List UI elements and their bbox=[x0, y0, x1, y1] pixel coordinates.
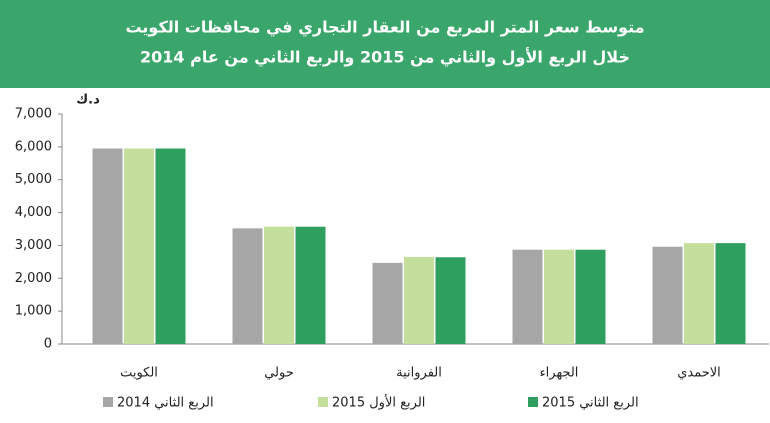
bar bbox=[404, 256, 434, 344]
legend-label: الربع الأول 2015 bbox=[332, 394, 425, 411]
chart-subtitle: خلال الربع الأول والثاني من 2015 والربع … bbox=[140, 48, 630, 68]
legend-label: الربع الثاني 2015 bbox=[542, 396, 639, 411]
legend-swatch bbox=[528, 397, 538, 407]
bar bbox=[124, 148, 154, 344]
bar bbox=[544, 249, 574, 344]
y-tick-label: 3,000 bbox=[15, 238, 52, 253]
y-tick-label: 1,000 bbox=[15, 304, 52, 319]
y-tick-label: 2,000 bbox=[15, 271, 52, 286]
bar bbox=[652, 246, 683, 344]
x-tick-label: حولي bbox=[264, 366, 294, 381]
y-tick-label: 4,000 bbox=[15, 205, 52, 220]
y-tick-label: 5,000 bbox=[15, 172, 52, 187]
y-tick-label: 6,000 bbox=[15, 139, 52, 154]
bar bbox=[155, 148, 186, 344]
bar bbox=[684, 243, 714, 344]
x-tick-label: الاحمدي bbox=[677, 366, 721, 381]
bar bbox=[512, 249, 543, 344]
bar bbox=[295, 226, 326, 344]
legend-label: الربع الثاني 2014 bbox=[117, 396, 214, 411]
legend-swatch bbox=[103, 397, 113, 407]
bar bbox=[264, 226, 294, 344]
x-tick-label: الكويت bbox=[120, 366, 158, 381]
bar bbox=[715, 243, 746, 344]
chart-title: متوسط سعر المتر المربع من العقار التجاري… bbox=[125, 18, 644, 38]
x-tick-label: الفروانية bbox=[396, 366, 442, 381]
legend-swatch bbox=[318, 397, 328, 407]
bar bbox=[372, 262, 403, 344]
x-tick-label: الجهراء bbox=[540, 366, 579, 381]
bar bbox=[92, 148, 123, 344]
y-tick-label: 0 bbox=[44, 337, 52, 352]
bar bbox=[575, 249, 606, 344]
y-axis-label: د.ك bbox=[76, 93, 100, 108]
bar bbox=[232, 228, 263, 344]
bar bbox=[435, 257, 466, 344]
header-band bbox=[0, 0, 770, 88]
y-tick-label: 7,000 bbox=[15, 107, 52, 122]
